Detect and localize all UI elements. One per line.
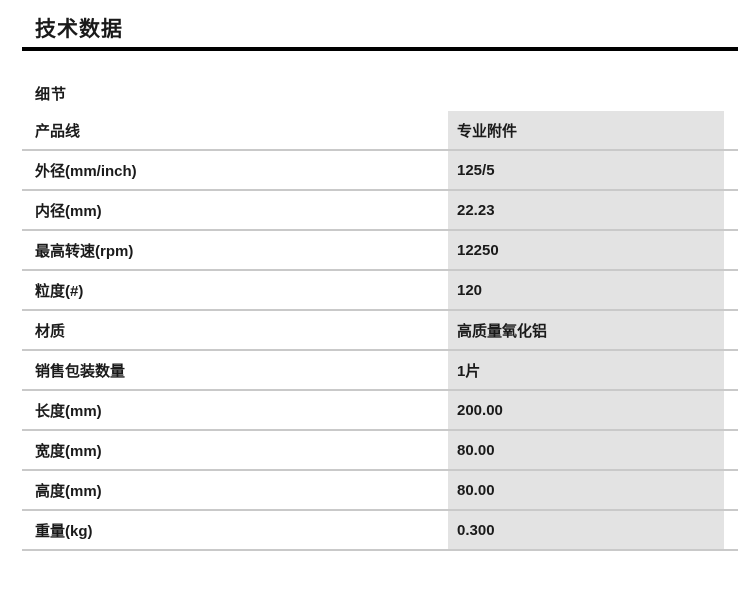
row-label: 产品线 [22,111,448,149]
row-value: 80.00 [448,431,724,469]
row-spacer [724,391,738,429]
table-row: 销售包装数量 1片 [22,351,738,391]
table-row: 材质 高质量氧化铝 [22,311,738,351]
row-spacer [724,271,738,309]
table-row: 长度(mm) 200.00 [22,391,738,431]
row-value: 22.23 [448,191,724,229]
row-label: 高度(mm) [22,471,448,509]
row-spacer [724,151,738,189]
page-title: 技术数据 [22,16,738,51]
row-spacer [724,311,738,349]
row-value: 1片 [448,351,724,389]
row-spacer [724,511,738,549]
table-row: 重量(kg) 0.300 [22,511,738,551]
row-value: 200.00 [448,391,724,429]
row-label: 长度(mm) [22,391,448,429]
row-label: 粒度(#) [22,271,448,309]
row-label: 最高转速(rpm) [22,231,448,269]
spec-section: 技术数据 细节 产品线 专业附件 外径(mm/inch) 125/5 内径(mm) 22.… [22,0,738,551]
row-value: 专业附件 [448,111,724,149]
row-spacer [724,431,738,469]
row-value: 0.300 [448,511,724,549]
row-spacer [724,231,738,269]
row-spacer [724,191,738,229]
row-label: 销售包装数量 [22,351,448,389]
row-value: 120 [448,271,724,309]
row-value: 125/5 [448,151,724,189]
section-heading: 细节 [35,86,68,103]
table-row: 宽度(mm) 80.00 [22,431,738,471]
table-row: 高度(mm) 80.00 [22,471,738,511]
table-row: 产品线 专业附件 [22,111,738,151]
row-spacer [724,471,738,509]
table-row: 内径(mm) 22.23 [22,191,738,231]
table-row: 外径(mm/inch) 125/5 [22,151,738,191]
row-value: 80.00 [448,471,724,509]
row-spacer [724,351,738,389]
row-spacer [724,111,738,149]
row-label: 重量(kg) [22,511,448,549]
spec-table: 产品线 专业附件 外径(mm/inch) 125/5 内径(mm) 22.23 最高转速(r… [22,111,738,551]
row-label: 宽度(mm) [22,431,448,469]
table-row: 粒度(#) 120 [22,271,738,311]
table-row: 最高转速(rpm) 12250 [22,231,738,271]
row-label: 材质 [22,311,448,349]
row-value: 12250 [448,231,724,269]
row-label: 内径(mm) [22,191,448,229]
row-value: 高质量氧化铝 [448,311,724,349]
row-label: 外径(mm/inch) [22,151,448,189]
